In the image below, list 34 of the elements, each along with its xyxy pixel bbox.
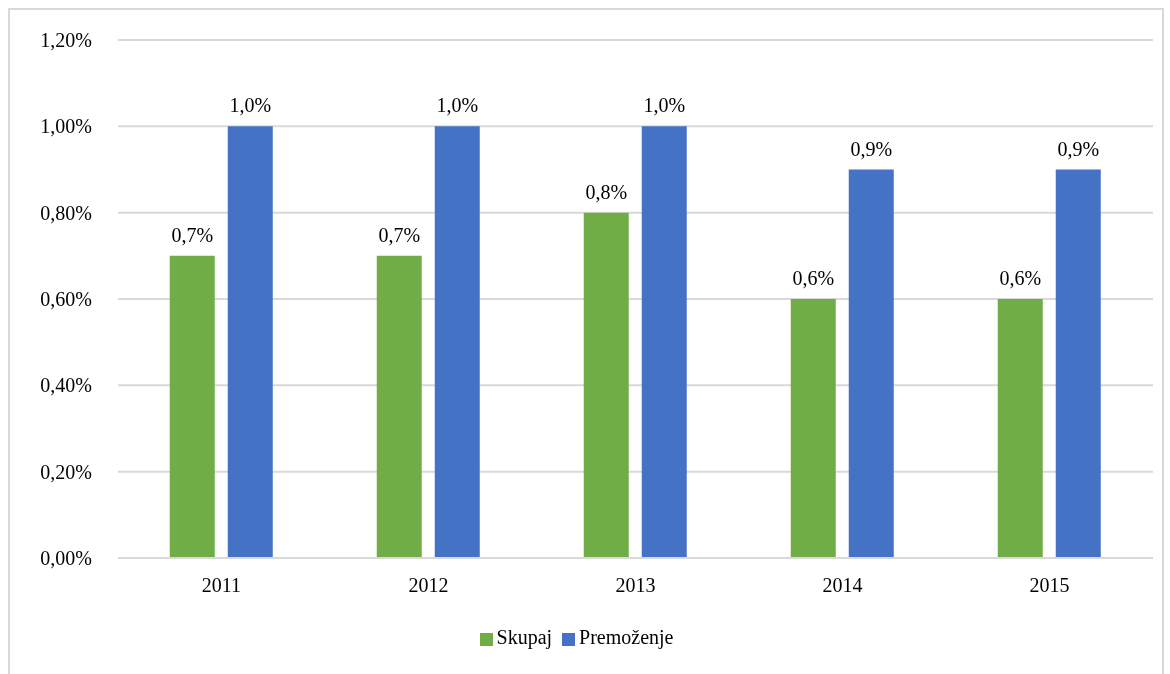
x-tick-label: 2011 <box>201 574 242 597</box>
bar <box>227 126 273 558</box>
data-label: 0,9% <box>1057 137 1100 160</box>
bar <box>997 299 1043 558</box>
data-label: 0,9% <box>850 137 893 160</box>
data-label: 0,7% <box>378 223 421 246</box>
y-tick-label: 1,00% <box>40 115 92 138</box>
data-label: 0,7% <box>171 223 214 246</box>
y-tick-label: 0,80% <box>40 201 92 224</box>
data-label: 0,8% <box>585 180 628 203</box>
y-tick-label: 1,20% <box>40 29 92 52</box>
x-tick-label: 2014 <box>822 574 863 597</box>
data-label: 0,6% <box>792 267 835 289</box>
bar <box>376 255 422 558</box>
y-tick-label: 0,00% <box>40 547 92 570</box>
bar <box>434 126 480 558</box>
data-label: 1,0% <box>229 94 272 117</box>
data-label: 1,0% <box>643 94 686 117</box>
bar <box>1055 169 1101 558</box>
bar <box>848 169 894 558</box>
bar <box>790 299 836 558</box>
y-tick-label: 0,20% <box>40 460 92 483</box>
bar <box>641 126 687 558</box>
bar <box>583 212 629 558</box>
legend-label: Premoženje <box>579 626 674 648</box>
x-tick-label: 2013 <box>615 574 656 597</box>
x-tick-label: 2012 <box>408 574 449 597</box>
data-label: 0,6% <box>999 267 1042 289</box>
data-label: 1,0% <box>436 94 479 117</box>
x-tick-label: 2015 <box>1029 574 1070 597</box>
y-tick-label: 0,60% <box>40 288 92 311</box>
bar <box>169 255 215 558</box>
y-tick-label: 0,40% <box>40 374 92 397</box>
legend-label: Skupaj <box>496 626 553 648</box>
